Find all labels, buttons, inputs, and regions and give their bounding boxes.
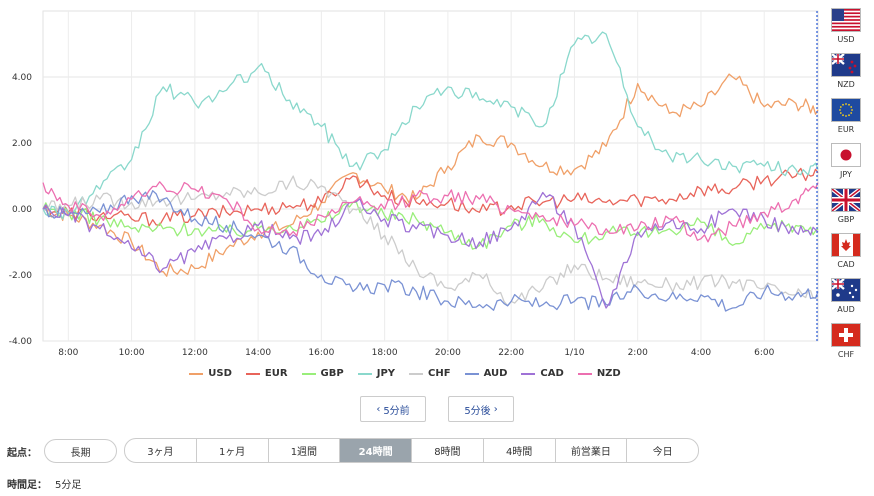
currency-strength-chart: 4.00 2.00 0.00 -2.00 -4.00 8:00 10:00 12:00 14:0… bbox=[9, 10, 819, 358]
x-tick-label: 4:00 bbox=[691, 348, 711, 358]
flag-item-usd[interactable]: USD bbox=[826, 8, 866, 53]
next-5min-button[interactable]: 5分後 › bbox=[448, 396, 514, 422]
legend-swatch bbox=[357, 372, 372, 375]
legend-swatch bbox=[245, 372, 260, 375]
ch-flag-icon bbox=[831, 323, 861, 347]
series-line-gbp bbox=[42, 201, 819, 250]
x-tick-label: 6:00 bbox=[754, 348, 774, 358]
flag-item-chf[interactable]: CHF bbox=[826, 323, 866, 368]
legend-swatch bbox=[301, 372, 316, 375]
legend-item-eur[interactable]: EUR bbox=[245, 368, 288, 379]
series-line-eur bbox=[42, 167, 819, 227]
legend-item-gbp[interactable]: GBP bbox=[301, 368, 344, 379]
y-tick-label: -4.00 bbox=[9, 337, 33, 347]
x-tick-label: 18:00 bbox=[372, 348, 398, 358]
legend-item-chf[interactable]: CHF bbox=[409, 368, 451, 379]
y-tick-label: 4.00 bbox=[12, 73, 32, 83]
legend-label: JPY bbox=[376, 368, 396, 379]
x-tick-label: 2:00 bbox=[628, 348, 648, 358]
x-tick-label: 14:00 bbox=[245, 348, 271, 358]
flag-label: CAD bbox=[837, 260, 855, 269]
period-long-button[interactable]: 長期 bbox=[44, 439, 117, 463]
ca-flag-icon bbox=[831, 233, 861, 257]
x-tick-label: 1/10 bbox=[564, 348, 584, 358]
chart-legend: USD EUR GBP JPY CHF AUD CAD NZD bbox=[0, 368, 810, 379]
series-line-usd bbox=[42, 73, 819, 277]
period-tab[interactable]: 3ヶ月 bbox=[147, 447, 174, 458]
chevron-right-icon: › bbox=[493, 403, 498, 415]
y-tick-label: -2.00 bbox=[9, 271, 33, 281]
flag-item-nzd[interactable]: NZD bbox=[826, 53, 866, 98]
x-tick-label: 16:00 bbox=[308, 348, 334, 358]
currency-flag-list: USD NZD EUR JPY GBP CAD AUD CHF bbox=[826, 8, 866, 368]
flag-label: GBP bbox=[837, 215, 855, 224]
legend-label: CHF bbox=[428, 368, 451, 379]
prev-5min-button[interactable]: ‹ 5分前 bbox=[360, 396, 426, 422]
flag-label: CHF bbox=[837, 350, 855, 359]
legend-label: AUD bbox=[483, 368, 508, 379]
us-flag-icon bbox=[831, 8, 861, 32]
period-tabs: 3ヶ月 1ヶ月 1週間 24時間 8時間 4時間 前営業日 今日 bbox=[124, 438, 699, 463]
legend-item-usd[interactable]: USD bbox=[189, 368, 232, 379]
flag-item-cad[interactable]: CAD bbox=[826, 233, 866, 278]
flag-label: USD bbox=[837, 35, 855, 44]
period-tab[interactable]: 24時間 bbox=[339, 439, 411, 462]
period-tab[interactable]: 前営業日 bbox=[554, 439, 627, 462]
y-tick-label: 2.00 bbox=[12, 139, 32, 149]
series-line-aud bbox=[42, 190, 819, 312]
period-tab[interactable]: 1ヶ月 bbox=[195, 439, 268, 462]
legend-item-aud[interactable]: AUD bbox=[464, 368, 508, 379]
legend-label: EUR bbox=[264, 368, 288, 379]
origin-label: 起点： bbox=[7, 448, 37, 459]
timeframe-value: 5分足 bbox=[55, 480, 82, 491]
next-5min-label: 5分後 bbox=[464, 405, 491, 417]
flag-item-gbp[interactable]: GBP bbox=[826, 188, 866, 233]
legend-swatch bbox=[409, 372, 424, 375]
series-line-jpy bbox=[42, 31, 819, 220]
legend-item-jpy[interactable]: JPY bbox=[357, 368, 396, 379]
period-tab[interactable]: 8時間 bbox=[411, 439, 483, 462]
series-line-cad bbox=[42, 191, 819, 309]
x-tick-label: 22:00 bbox=[498, 348, 524, 358]
series-line-chf bbox=[42, 175, 819, 307]
legend-label: NZD bbox=[596, 368, 621, 379]
flag-label: EUR bbox=[837, 125, 855, 134]
timeframe-row: 時間足： 5分足 bbox=[7, 476, 81, 491]
x-tick-label: 10:00 bbox=[119, 348, 145, 358]
legend-item-cad[interactable]: CAD bbox=[521, 368, 564, 379]
jp-flag-icon bbox=[831, 143, 861, 167]
time-navigation: ‹ 5分前 5分後 › bbox=[0, 396, 874, 422]
y-tick-label: 0.00 bbox=[12, 205, 32, 215]
eu-flag-icon bbox=[831, 98, 861, 122]
legend-label: CAD bbox=[540, 368, 564, 379]
chevron-left-icon: ‹ bbox=[376, 403, 381, 415]
legend-label: GBP bbox=[320, 368, 344, 379]
gb-flag-icon bbox=[831, 188, 861, 212]
legend-swatch bbox=[577, 372, 592, 375]
nz-flag-icon bbox=[831, 53, 861, 77]
flag-item-eur[interactable]: EUR bbox=[826, 98, 866, 143]
flag-label: JPY bbox=[840, 170, 852, 179]
legend-swatch bbox=[521, 372, 536, 375]
x-tick-label: 8:00 bbox=[58, 348, 78, 358]
series-line-nzd bbox=[42, 181, 819, 243]
flag-item-aud[interactable]: AUD bbox=[826, 278, 866, 323]
period-tab[interactable]: 4時間 bbox=[482, 439, 555, 462]
au-flag-icon bbox=[831, 278, 861, 302]
legend-swatch bbox=[189, 372, 204, 375]
x-tick-label: 20:00 bbox=[435, 348, 461, 358]
period-tab[interactable]: 今日 bbox=[626, 439, 698, 462]
flag-label: NZD bbox=[837, 80, 855, 89]
legend-swatch bbox=[464, 372, 479, 375]
flag-item-jpy[interactable]: JPY bbox=[826, 143, 866, 188]
prev-5min-label: 5分前 bbox=[383, 405, 410, 417]
flag-label: AUD bbox=[837, 305, 855, 314]
legend-item-nzd[interactable]: NZD bbox=[577, 368, 621, 379]
legend-label: USD bbox=[208, 368, 232, 379]
period-tab[interactable]: 1週間 bbox=[267, 439, 340, 462]
timeframe-label: 時間足： bbox=[7, 480, 47, 491]
x-tick-label: 12:00 bbox=[182, 348, 208, 358]
